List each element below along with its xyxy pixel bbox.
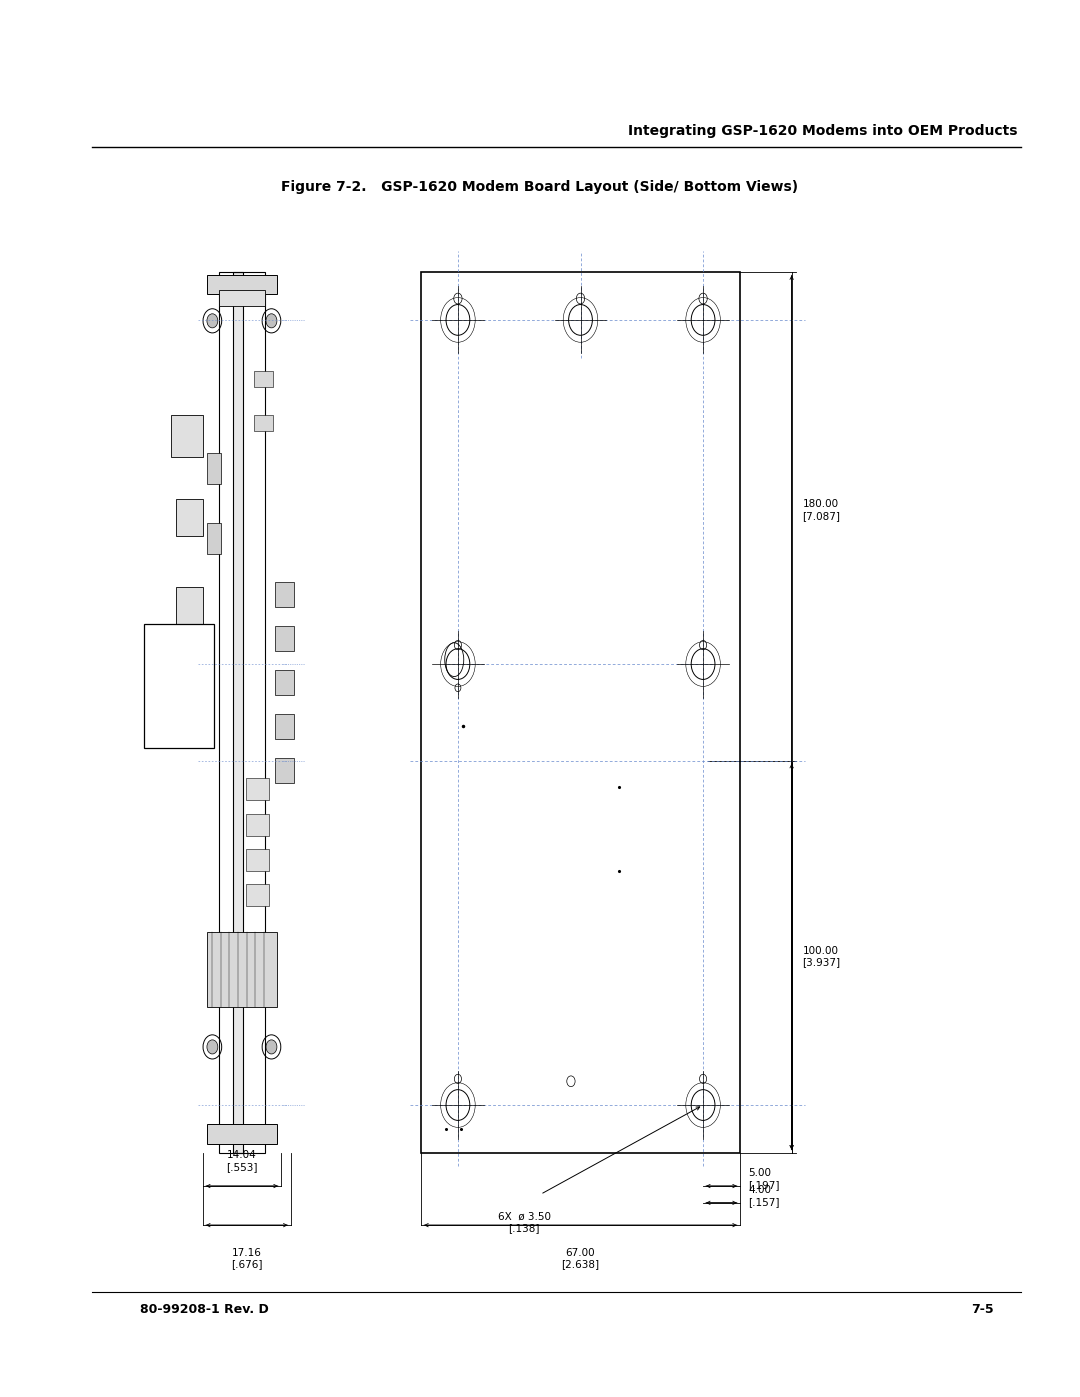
Bar (207, 275, 276, 295)
Text: 6X  ø 3.50
[.138]: 6X ø 3.50 [.138] (498, 1211, 551, 1232)
Text: 17.16
[.676]: 17.16 [.676] (231, 1248, 262, 1268)
Bar (274, 714, 294, 739)
Bar (232, 272, 243, 1153)
Circle shape (266, 1039, 276, 1053)
Circle shape (207, 1039, 218, 1053)
Text: 7-5: 7-5 (971, 1303, 994, 1316)
Text: 67.00
[2.638]: 67.00 [2.638] (562, 1248, 599, 1268)
Bar (218, 272, 266, 1153)
Bar (144, 624, 214, 747)
Circle shape (266, 314, 276, 328)
Text: 100.00
[3.937]: 100.00 [3.937] (802, 946, 840, 968)
Bar (246, 778, 269, 800)
Bar (207, 933, 276, 1007)
Text: Integrating GSP-1620 Modems into OEM Products: Integrating GSP-1620 Modems into OEM Pro… (627, 124, 1017, 138)
Bar (246, 884, 269, 907)
Bar (254, 415, 273, 430)
Bar (254, 372, 273, 387)
Bar (176, 588, 203, 624)
Text: 80-99208-1 Rev. D: 80-99208-1 Rev. D (140, 1303, 269, 1316)
Text: Figure 7-2.   GSP-1620 Modem Board Layout (Side/ Bottom Views): Figure 7-2. GSP-1620 Modem Board Layout … (282, 180, 798, 194)
Bar (274, 671, 294, 694)
Bar (274, 626, 294, 651)
Text: 4.00
[.157]: 4.00 [.157] (748, 1185, 780, 1207)
Bar (246, 849, 269, 870)
Bar (176, 500, 203, 536)
Bar (218, 291, 266, 306)
Bar (171, 415, 203, 457)
Circle shape (207, 314, 218, 328)
Bar (274, 583, 294, 606)
Text: 5.00
[.197]: 5.00 [.197] (748, 1168, 780, 1190)
Bar (246, 813, 269, 835)
Bar (421, 272, 740, 1153)
Text: 180.00
[7.087]: 180.00 [7.087] (802, 499, 840, 521)
Text: 14.04
[.553]: 14.04 [.553] (226, 1151, 258, 1172)
Bar (207, 524, 221, 555)
Bar (207, 453, 221, 483)
Bar (274, 759, 294, 782)
Bar (207, 1125, 276, 1144)
